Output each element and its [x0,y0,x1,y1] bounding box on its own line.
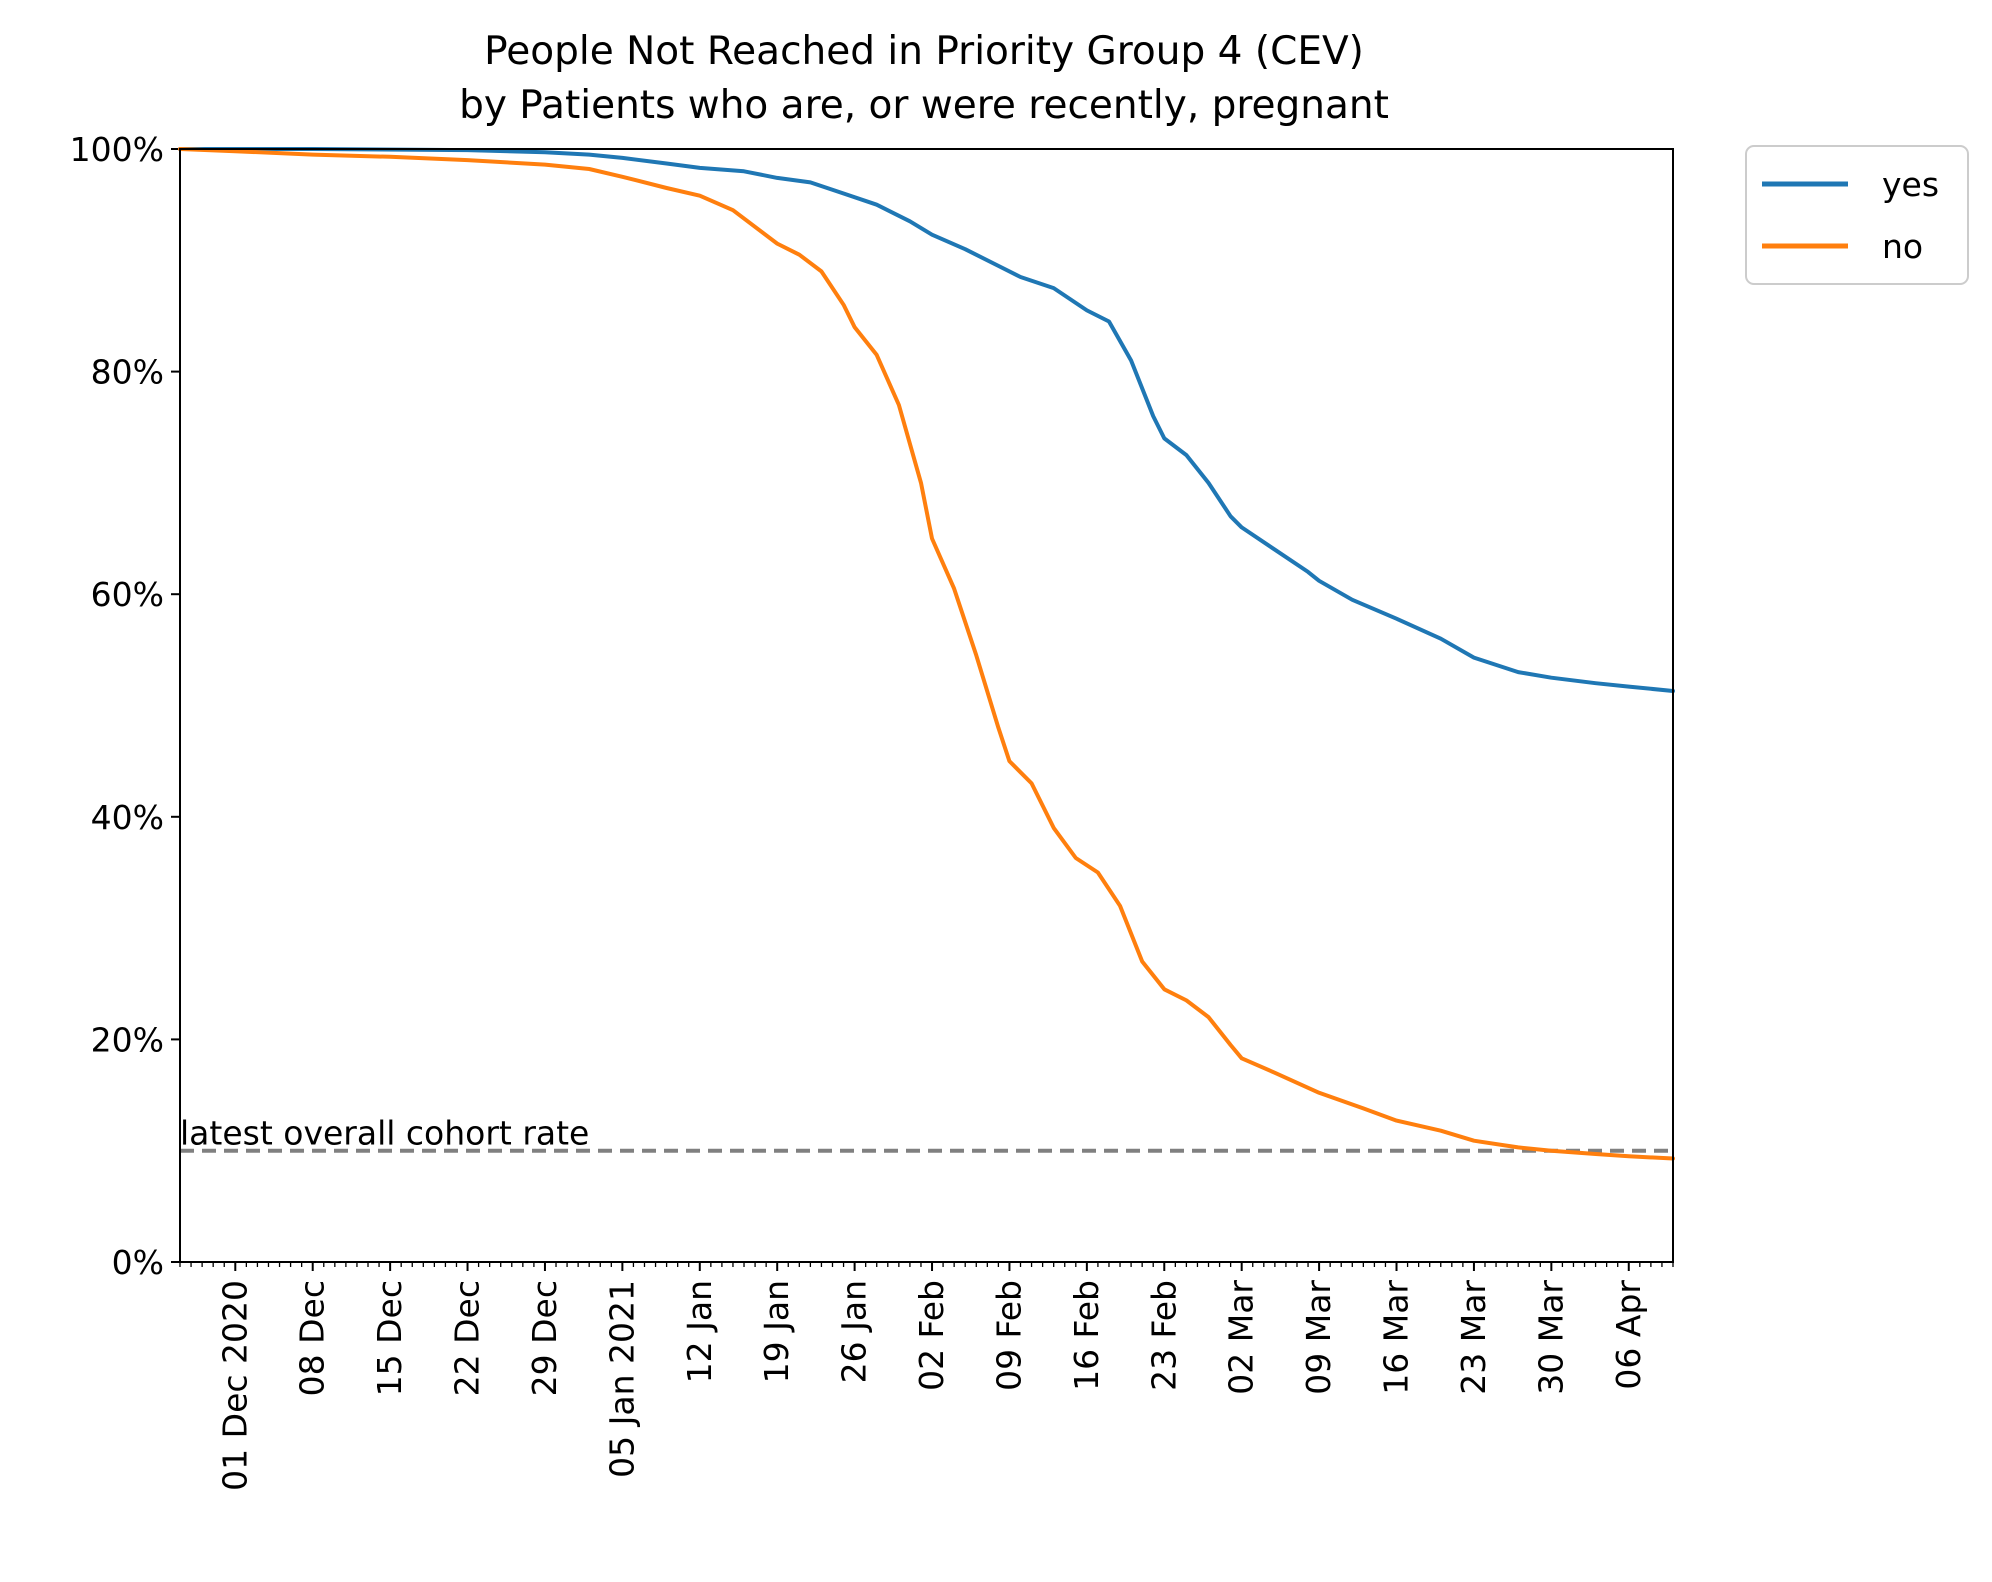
chart-subtitle: by Patients who are, or were recently, p… [459,83,1389,128]
x-tick-label: 05 Jan 2021 [602,1280,641,1478]
x-tick-label: 23 Feb [1144,1280,1183,1391]
x-tick-label: 29 Dec [525,1280,564,1396]
y-tick-label: 60% [91,575,164,614]
y-axis-ticks: 0% 20% 40% 60% 80% 100% [70,130,180,1282]
x-axis-ticks: 01 Dec 2020 08 Dec 15 Dec 22 Dec 29 Dec 05 Ja… [179,1262,1674,1491]
reference-line-group: latest overall cohort rate [180,1114,1673,1153]
legend-label-no: no [1882,227,1923,266]
y-tick-label: 100% [70,130,164,169]
x-tick-label: 16 Feb [1067,1280,1106,1391]
x-tick-label: 15 Dec [370,1280,409,1396]
x-tick-label: 16 Mar [1377,1280,1416,1395]
legend-box [1745,145,1969,285]
x-tick-label: 06 Apr [1609,1280,1648,1390]
x-tick-label: 01 Dec 2020 [215,1280,254,1491]
y-tick-label: 40% [91,798,164,837]
x-tick-label: 26 Jan [835,1280,874,1383]
chart-title: People Not Reached in Priority Group 4 (… [484,29,1364,74]
plot-area-frame [179,148,1674,1263]
series-line-yes [178,147,1675,693]
x-tick-label: 12 Jan [680,1280,719,1383]
x-tick-label: 22 Dec [448,1280,487,1396]
x-tick-label: 02 Feb [912,1280,951,1391]
x-tick-label: 08 Dec [293,1280,332,1396]
x-tick-label: 19 Jan [757,1280,796,1383]
y-tick-label: 0% [112,1243,164,1282]
legend: yes no [1745,145,1969,285]
y-tick-label: 20% [91,1020,164,1059]
x-tick-label: 23 Mar [1454,1280,1493,1395]
x-tick-label: 02 Mar [1222,1280,1261,1395]
x-tick-label: 09 Mar [1299,1280,1338,1395]
cohort-rate-label: latest overall cohort rate [180,1114,589,1153]
series-line-no [178,147,1675,1161]
legend-label-yes: yes [1882,165,1939,204]
x-tick-label: 30 Mar [1531,1280,1570,1395]
y-tick-label: 80% [91,353,164,392]
series-lines [178,147,1675,1161]
x-tick-label: 09 Feb [989,1280,1028,1391]
